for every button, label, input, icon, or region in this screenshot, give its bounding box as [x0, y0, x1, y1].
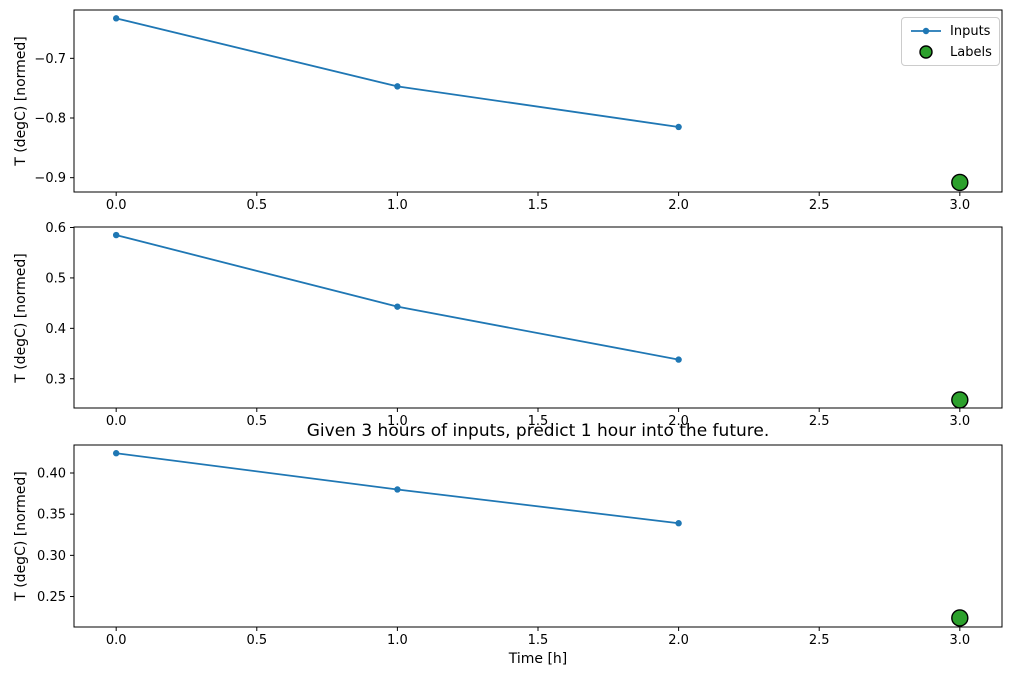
x-tick-label: 0.5: [246, 414, 267, 429]
x-tick-label: 0.5: [246, 198, 267, 213]
x-tick-label: 3.0: [949, 414, 970, 429]
legend-label-inputs: Inputs: [950, 23, 991, 39]
y-tick-label: −0.8: [34, 112, 66, 127]
inputs-line-marker-icon: [911, 27, 941, 35]
x-tick-label: 1.5: [528, 198, 549, 213]
x-tick-label: 2.0: [668, 633, 689, 648]
inputs-marker: [112, 450, 120, 457]
x-tick-label: 1.0: [387, 633, 408, 648]
legend-entry-labels: Labels: [909, 43, 992, 61]
y-tick-label: 0.3: [45, 372, 66, 387]
x-tick-label: 3.0: [949, 633, 970, 648]
x-tick-label: 0.0: [106, 198, 127, 213]
x-tick-label: 3.0: [949, 198, 970, 213]
x-tick-label: 2.5: [809, 414, 830, 429]
y-tick-label: 0.30: [37, 549, 66, 564]
labels-circle-marker-icon: [919, 45, 933, 59]
inputs-marker: [394, 83, 401, 90]
inputs-marker: [112, 15, 120, 22]
y-tick-label: 0.35: [37, 508, 66, 523]
y-tick-label: 0.5: [45, 271, 66, 286]
legend-inputs-dot: [922, 27, 930, 35]
x-tick-label: 2.0: [668, 414, 689, 429]
x-tick-label: 1.5: [528, 633, 549, 648]
x-tick-label: 1.0: [387, 414, 408, 429]
y-tick-label: −0.9: [34, 171, 66, 186]
labels-marker: [951, 391, 969, 409]
subplot-1: 0.0 0.5 1.0 1.5 2.0 2.5 3.0 −0.7 −0.8 −0.9: [34, 9, 1003, 213]
inputs-line: [115, 17, 679, 128]
inputs-marker: [112, 231, 120, 239]
axes-frame: [73, 226, 1003, 409]
subplot-3: 0.0 0.5 1.0 1.5 2.0 2.5 3.0 0.25 0.30 0.35 0.40: [37, 444, 1003, 648]
inputs-line: [115, 234, 679, 361]
inputs-marker: [394, 303, 401, 310]
y-tick-label: 0.40: [37, 467, 66, 482]
y-axis-label-subplot-3: T (degC) [normed]: [13, 471, 29, 601]
y-tick-label: 0.6: [45, 221, 66, 236]
labels-marker: [951, 609, 969, 627]
y-axis-label-subplot-2: T (degC) [normed]: [13, 253, 29, 383]
inputs-marker: [675, 123, 682, 131]
legend-labels-circle: [919, 45, 933, 59]
x-tick-label: 0.0: [106, 414, 127, 429]
y-tick-label: 0.4: [45, 322, 66, 337]
legend: Inputs Labels: [901, 17, 1000, 66]
x-tick-label: 0.0: [106, 633, 127, 648]
chart-title: Given 3 hours of inputs, predict 1 hour …: [306, 421, 770, 441]
y-axis-label-subplot-1: T (degC) [normed]: [13, 36, 29, 166]
legend-entry-inputs: Inputs: [909, 22, 992, 40]
x-tick-label: 2.5: [809, 198, 830, 213]
inputs-marker: [675, 520, 682, 527]
x-tick-label: 0.5: [246, 633, 267, 648]
y-tick-label: 0.25: [37, 590, 66, 605]
y-tick-label: −0.7: [34, 52, 66, 67]
x-tick-label: 1.5: [528, 414, 549, 429]
x-axis-label: Time [h]: [508, 651, 568, 667]
axes-frame: [73, 444, 1003, 628]
labels-marker: [951, 173, 969, 192]
x-tick-label: 2.0: [668, 198, 689, 213]
legend-label-labels: Labels: [950, 44, 992, 60]
x-tick-label: 2.5: [809, 633, 830, 648]
inputs-marker: [675, 356, 682, 363]
axes-frame: [73, 9, 1003, 193]
inputs-marker: [394, 486, 401, 493]
subplot-2: 0.0 0.5 1.0 1.5 2.0 2.5 3.0 0.3 0.4 0.5 0.6: [45, 221, 1003, 429]
x-tick-label: 1.0: [387, 198, 408, 213]
